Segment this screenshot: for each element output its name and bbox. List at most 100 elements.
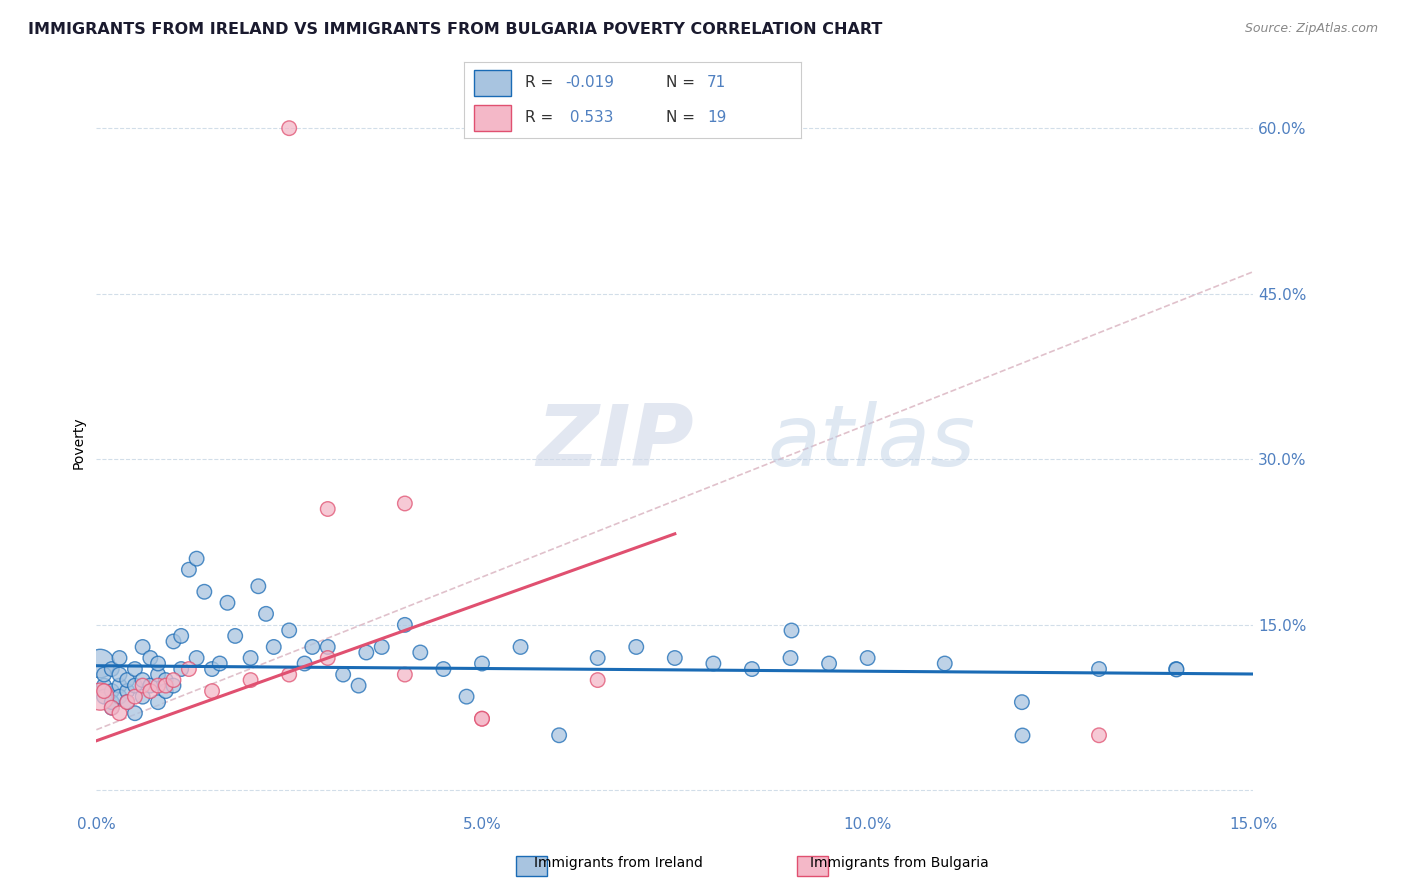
Point [108,679,131,693]
Point [456,690,478,704]
Point [115,684,138,698]
Point [1011,695,1033,709]
Text: ZIP: ZIP [536,401,693,484]
Point [278,624,301,638]
Point [548,728,571,742]
Point [347,679,370,693]
Point [224,629,246,643]
Point [409,645,432,659]
Point [239,673,262,687]
Text: 71: 71 [707,76,725,90]
Point [1166,662,1188,676]
Point [856,651,879,665]
Point [934,657,956,671]
Point [131,673,153,687]
Point [394,496,416,510]
Point [471,657,494,671]
Point [586,651,609,665]
Text: Immigrants from Bulgaria: Immigrants from Bulgaria [810,856,990,871]
Point [278,121,301,136]
Point [779,624,801,638]
Point [278,667,301,681]
Point [1166,662,1188,676]
Text: R =: R = [524,111,558,125]
Point [124,690,146,704]
Point [301,640,323,654]
Point [316,640,339,654]
Text: 0.533: 0.533 [565,111,613,125]
Point [115,673,138,687]
Point [239,651,262,665]
Point [263,640,285,654]
Point [100,700,122,714]
Point [779,651,801,665]
Point [131,679,153,693]
Point [664,651,686,665]
Text: N =: N = [666,76,700,90]
Point [108,651,131,665]
Point [93,667,115,681]
Point [394,618,416,632]
Point [155,684,177,698]
Point [316,502,339,516]
Text: -0.019: -0.019 [565,76,614,90]
Point [177,563,200,577]
Point [162,634,184,648]
Point [394,667,416,681]
Point [146,695,169,709]
Point [93,679,115,693]
Point [139,679,162,693]
Point [108,690,131,704]
Point [93,684,115,698]
Point [370,640,392,654]
Point [294,657,316,671]
Point [1088,662,1111,676]
Text: R =: R = [524,76,558,90]
FancyBboxPatch shape [474,105,512,130]
Point [162,679,184,693]
Point [100,700,122,714]
Point [139,651,162,665]
Point [247,579,270,593]
Point [89,657,111,671]
Point [177,662,200,676]
Text: Immigrants from Ireland: Immigrants from Ireland [534,856,703,871]
Text: IMMIGRANTS FROM IRELAND VS IMMIGRANTS FROM BULGARIA POVERTY CORRELATION CHART: IMMIGRANTS FROM IRELAND VS IMMIGRANTS FR… [28,22,883,37]
Point [818,657,841,671]
Point [626,640,648,654]
Text: 19: 19 [707,111,727,125]
Point [115,695,138,709]
Point [155,673,177,687]
Point [1088,728,1111,742]
Point [471,712,494,726]
Point [741,662,763,676]
Point [100,662,122,676]
Point [217,596,239,610]
Text: N =: N = [666,111,700,125]
Point [146,679,169,693]
Point [93,690,115,704]
Point [108,667,131,681]
Point [124,662,146,676]
Point [124,679,146,693]
Point [139,684,162,698]
Point [146,667,169,681]
Point [702,657,724,671]
Point [186,551,208,566]
Point [201,662,224,676]
Point [100,684,122,698]
Point [115,695,138,709]
Point [1011,728,1033,742]
Point [124,706,146,721]
Point [254,607,277,621]
Point [89,690,111,704]
Point [208,657,231,671]
Point [146,657,169,671]
Point [131,690,153,704]
Point [155,679,177,693]
Y-axis label: Poverty: Poverty [72,417,86,469]
Point [193,584,215,599]
Point [332,667,354,681]
Point [186,651,208,665]
Point [586,673,609,687]
